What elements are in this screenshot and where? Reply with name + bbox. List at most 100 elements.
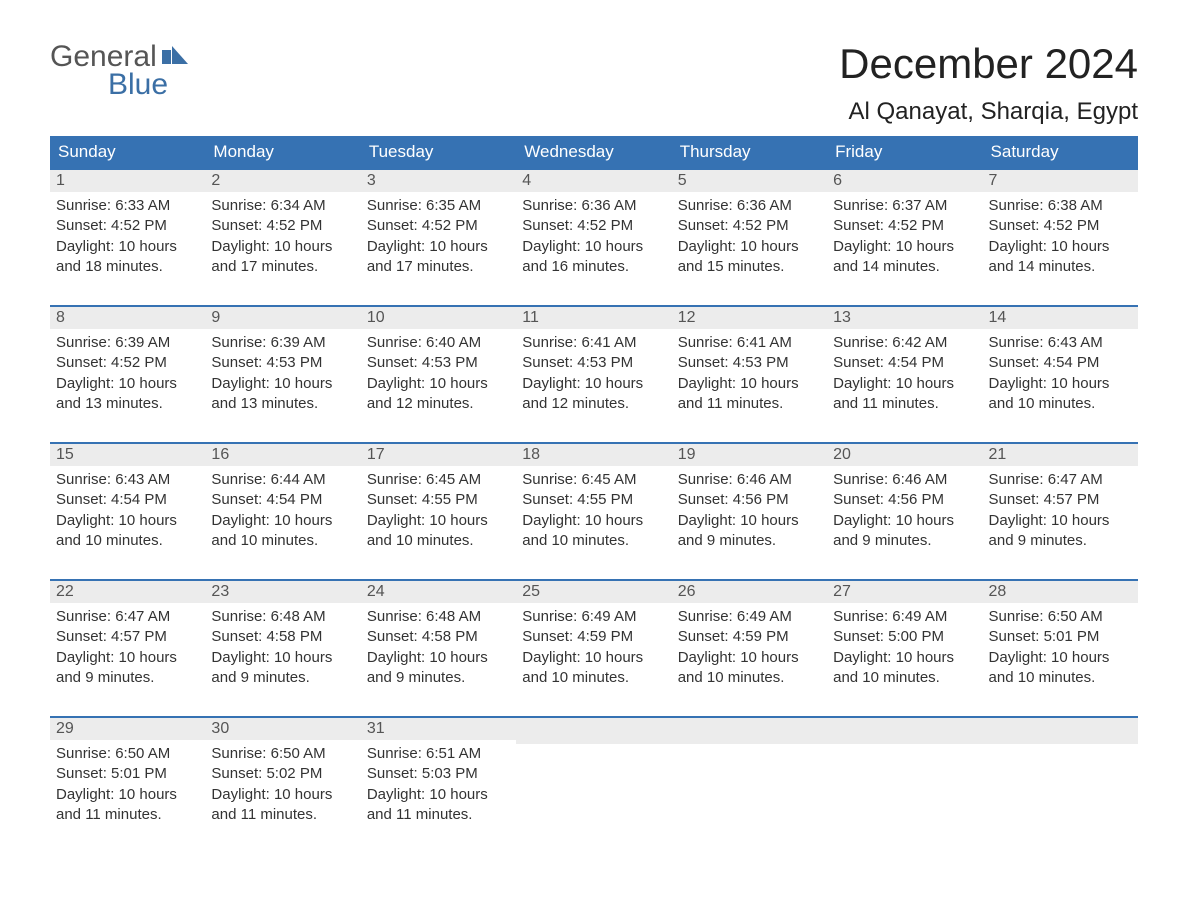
- day-body: Sunrise: 6:45 AMSunset: 4:55 PMDaylight:…: [516, 466, 671, 579]
- day-number: 29: [50, 718, 205, 740]
- day-body: Sunrise: 6:37 AMSunset: 4:52 PMDaylight:…: [827, 192, 982, 305]
- sunrise-line: Sunrise: 6:49 AM: [678, 607, 821, 627]
- day-number: 17: [361, 444, 516, 466]
- day-number: 5: [672, 170, 827, 192]
- sunset-line: Sunset: 4:55 PM: [367, 490, 510, 510]
- sunset-line: Sunset: 4:52 PM: [989, 216, 1132, 236]
- sunset-line: Sunset: 4:57 PM: [56, 627, 199, 647]
- sunrise-line: Sunrise: 6:36 AM: [678, 196, 821, 216]
- location: Al Qanayat, Sharqia, Egypt: [839, 98, 1138, 126]
- sunrise-line: Sunrise: 6:36 AM: [522, 196, 665, 216]
- calendar-cell: [983, 717, 1138, 853]
- calendar-cell: 25Sunrise: 6:49 AMSunset: 4:59 PMDayligh…: [516, 580, 671, 717]
- sunset-line: Sunset: 4:59 PM: [522, 627, 665, 647]
- sunset-line: Sunset: 4:52 PM: [833, 216, 976, 236]
- sunrise-line: Sunrise: 6:47 AM: [989, 470, 1132, 490]
- calendar-week: 29Sunrise: 6:50 AMSunset: 5:01 PMDayligh…: [50, 717, 1138, 853]
- day-number-band: [672, 718, 827, 744]
- sunrise-line: Sunrise: 6:49 AM: [522, 607, 665, 627]
- day-number: 4: [516, 170, 671, 192]
- day-body: Sunrise: 6:38 AMSunset: 4:52 PMDaylight:…: [983, 192, 1138, 305]
- day-number: 13: [827, 307, 982, 329]
- calendar-cell: [672, 717, 827, 853]
- daylight-line: Daylight: 10 hours and 9 minutes.: [833, 511, 976, 552]
- daylight-line: Daylight: 10 hours and 10 minutes.: [56, 511, 199, 552]
- sunset-line: Sunset: 4:54 PM: [56, 490, 199, 510]
- calendar-cell: 21Sunrise: 6:47 AMSunset: 4:57 PMDayligh…: [983, 443, 1138, 580]
- day-body: Sunrise: 6:48 AMSunset: 4:58 PMDaylight:…: [205, 603, 360, 716]
- calendar-week: 15Sunrise: 6:43 AMSunset: 4:54 PMDayligh…: [50, 443, 1138, 580]
- day-number-band: [827, 718, 982, 744]
- daylight-line: Daylight: 10 hours and 10 minutes.: [367, 511, 510, 552]
- calendar-cell: 16 Sunrise: 6:44 AMSunset: 4:54 PMDayligh…: [205, 443, 360, 580]
- day-number-band: [516, 718, 671, 744]
- day-number: 10: [361, 307, 516, 329]
- day-number: 19: [672, 444, 827, 466]
- daylight-line: Daylight: 10 hours and 10 minutes.: [522, 648, 665, 689]
- day-body: Sunrise: 6:47 AMSunset: 4:57 PMDaylight:…: [50, 603, 205, 716]
- logo: General Blue: [50, 40, 190, 102]
- day-number: 16: [205, 444, 360, 466]
- daylight-line: Daylight: 10 hours and 10 minutes.: [833, 648, 976, 689]
- sunrise-line: Sunrise: 6:46 AM: [833, 470, 976, 490]
- sunrise-line: Sunrise: 6:39 AM: [56, 333, 199, 353]
- day-body: Sunrise: 6:49 AMSunset: 4:59 PMDaylight:…: [516, 603, 671, 716]
- day-number: 15: [50, 444, 205, 466]
- calendar-cell: 27Sunrise: 6:49 AMSunset: 5:00 PMDayligh…: [827, 580, 982, 717]
- daylight-line: Daylight: 10 hours and 11 minutes.: [211, 785, 354, 826]
- calendar-cell: 10Sunrise: 6:40 AMSunset: 4:53 PMDayligh…: [361, 306, 516, 443]
- sunset-line: Sunset: 4:52 PM: [211, 216, 354, 236]
- day-number: 31: [361, 718, 516, 740]
- col-monday: Monday: [205, 136, 360, 169]
- sunset-line: Sunset: 4:52 PM: [367, 216, 510, 236]
- day-number-band: [983, 718, 1138, 744]
- day-body: Sunrise: 6:46 AMSunset: 4:56 PMDaylight:…: [672, 466, 827, 579]
- day-number: 14: [983, 307, 1138, 329]
- calendar-cell: 29Sunrise: 6:50 AMSunset: 5:01 PMDayligh…: [50, 717, 205, 853]
- calendar-cell: [827, 717, 982, 853]
- sunrise-line: Sunrise: 6:44 AM: [211, 470, 354, 490]
- day-body: Sunrise: 6:48 AMSunset: 4:58 PMDaylight:…: [361, 603, 516, 716]
- sunrise-line: Sunrise: 6:50 AM: [989, 607, 1132, 627]
- sunset-line: Sunset: 4:52 PM: [678, 216, 821, 236]
- day-number: 3: [361, 170, 516, 192]
- sunset-line: Sunset: 4:52 PM: [56, 353, 199, 373]
- day-body: Sunrise: 6:43 AMSunset: 4:54 PMDaylight:…: [983, 329, 1138, 442]
- daylight-line: Daylight: 10 hours and 18 minutes.: [56, 237, 199, 278]
- sunset-line: Sunset: 4:58 PM: [211, 627, 354, 647]
- sunrise-line: Sunrise: 6:47 AM: [56, 607, 199, 627]
- sunrise-line: Sunrise: 6:43 AM: [56, 470, 199, 490]
- day-body: Sunrise: 6:49 AMSunset: 5:00 PMDaylight:…: [827, 603, 982, 716]
- sunrise-line: Sunrise: 6:41 AM: [678, 333, 821, 353]
- calendar-week: 8Sunrise: 6:39 AMSunset: 4:52 PMDaylight…: [50, 306, 1138, 443]
- day-body: Sunrise: 6:39 AMSunset: 4:53 PMDaylight:…: [205, 329, 360, 442]
- col-sunday: Sunday: [50, 136, 205, 169]
- sunset-line: Sunset: 4:58 PM: [367, 627, 510, 647]
- sunrise-line: Sunrise: 6:51 AM: [367, 744, 510, 764]
- day-body: Sunrise: 6:34 AMSunset: 4:52 PMDaylight:…: [205, 192, 360, 305]
- day-body: Sunrise: 6:42 AMSunset: 4:54 PMDaylight:…: [827, 329, 982, 442]
- sunset-line: Sunset: 4:53 PM: [211, 353, 354, 373]
- sunrise-line: Sunrise: 6:37 AM: [833, 196, 976, 216]
- daylight-line: Daylight: 10 hours and 14 minutes.: [833, 237, 976, 278]
- calendar-cell: 9Sunrise: 6:39 AMSunset: 4:53 PMDaylight…: [205, 306, 360, 443]
- sunset-line: Sunset: 4:52 PM: [522, 216, 665, 236]
- sunset-line: Sunset: 4:54 PM: [211, 490, 354, 510]
- day-number: 22: [50, 581, 205, 603]
- day-body: Sunrise: 6:36 AMSunset: 4:52 PMDaylight:…: [516, 192, 671, 305]
- daylight-line: Daylight: 10 hours and 13 minutes.: [211, 374, 354, 415]
- sunrise-line: Sunrise: 6:33 AM: [56, 196, 199, 216]
- day-number: 7: [983, 170, 1138, 192]
- calendar-table: Sunday Monday Tuesday Wednesday Thursday…: [50, 136, 1138, 853]
- day-body: Sunrise: 6:49 AMSunset: 4:59 PMDaylight:…: [672, 603, 827, 716]
- sunrise-line: Sunrise: 6:50 AM: [211, 744, 354, 764]
- calendar-cell: 6Sunrise: 6:37 AMSunset: 4:52 PMDaylight…: [827, 169, 982, 306]
- daylight-line: Daylight: 10 hours and 10 minutes.: [989, 374, 1132, 415]
- day-number: 20: [827, 444, 982, 466]
- col-tuesday: Tuesday: [361, 136, 516, 169]
- sunrise-line: Sunrise: 6:43 AM: [989, 333, 1132, 353]
- daylight-line: Daylight: 10 hours and 10 minutes.: [211, 511, 354, 552]
- month-title: December 2024: [839, 40, 1138, 88]
- day-body: Sunrise: 6:41 AMSunset: 4:53 PMDaylight:…: [672, 329, 827, 442]
- daylight-line: Daylight: 10 hours and 9 minutes.: [56, 648, 199, 689]
